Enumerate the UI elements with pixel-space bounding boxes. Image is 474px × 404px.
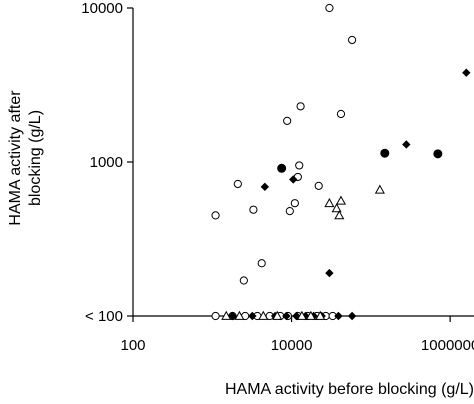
data-point-open-circle: [211, 211, 220, 220]
data-point-open-circle: [325, 3, 334, 13]
data-point-open-triangle: [221, 310, 232, 320]
x-axis-title: HAMA activity before blocking (g/L): [225, 381, 474, 398]
data-point-open-triangle: [258, 310, 269, 320]
x-tick-label: 10000: [271, 337, 313, 354]
data-point-open-triangle: [315, 310, 326, 320]
data-point-open-triangle: [305, 310, 316, 320]
data-point-filled-diamond: [462, 68, 471, 77]
x-axis-ticks: 100 10000 1000000: [120, 316, 474, 354]
data-point-open-circle: [296, 102, 305, 111]
data-point-filled-diamond: [347, 311, 357, 321]
data-point-open-triangle: [324, 197, 335, 208]
data-point-open-circle: [249, 205, 258, 214]
y-axis-title-line-1: HAMA activity after: [7, 90, 24, 226]
data-point-open-triangle: [335, 195, 347, 205]
y-axis-ticks: < 100 1000 10000: [81, 0, 133, 325]
data-point-open-triangle: [234, 310, 245, 320]
x-tick-label: 1000000: [421, 337, 474, 354]
data-point-filled-diamond: [248, 311, 257, 321]
y-tick-label: < 100: [85, 308, 123, 325]
data-point-filled-diamond: [334, 311, 343, 321]
data-point-open-circle: [347, 35, 357, 45]
data-point-open-circle: [285, 206, 294, 216]
data-point-open-circle: [295, 161, 304, 170]
data-point-filled-diamond: [289, 175, 298, 184]
data-point-open-triangle: [331, 203, 342, 213]
data-point-open-triangle: [272, 310, 283, 320]
data-point-open-triangle: [296, 310, 307, 320]
data-point-open-circle: [290, 199, 299, 208]
data-point-open-circle: [239, 276, 248, 285]
data-point-open-circle: [257, 259, 266, 268]
data-point-open-circle: [211, 311, 220, 321]
data-point-filled-circle: [277, 163, 287, 173]
data-point-filled-diamond: [282, 311, 291, 321]
data-points: [211, 3, 471, 321]
x-tick-label: 100: [120, 337, 145, 354]
data-point-filled-diamond: [325, 268, 334, 278]
y-tick-label: 1000: [90, 154, 123, 171]
data-point-filled-circle: [433, 149, 443, 159]
data-point-open-circle: [283, 116, 292, 125]
data-point-open-circle: [336, 109, 346, 119]
data-point-filled-diamond: [402, 140, 411, 149]
data-point-filled-circle: [380, 148, 390, 158]
y-tick-label: 10000: [81, 0, 123, 17]
data-point-filled-diamond: [260, 182, 270, 192]
y-axis-title-line-2: blocking (g/L): [27, 110, 44, 206]
data-point-open-circle: [314, 181, 323, 190]
data-point-open-triangle: [334, 210, 345, 220]
data-point-open-triangle: [374, 184, 385, 194]
data-point-open-circle: [233, 179, 242, 189]
data-point-filled-diamond: [228, 311, 237, 321]
